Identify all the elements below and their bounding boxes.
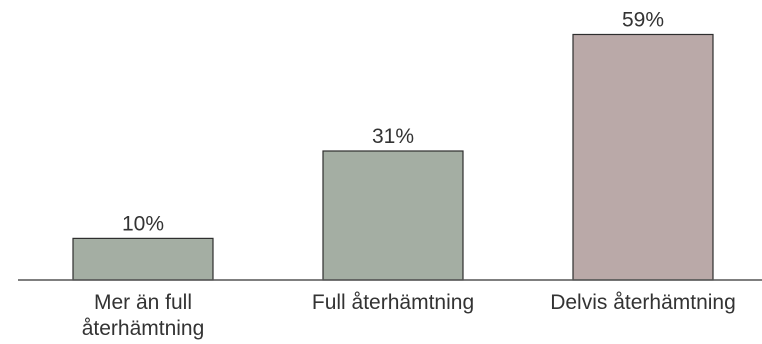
category-label-line: Mer än full bbox=[94, 291, 192, 314]
category-label-line: Full återhämtning bbox=[312, 291, 474, 314]
bar-2 bbox=[572, 33, 714, 281]
value-label-1: 31% bbox=[372, 125, 414, 148]
value-label-2: 59% bbox=[622, 8, 664, 31]
value-labels-layer: 10% 31% 59% bbox=[122, 8, 664, 235]
category-label-1: Full återhämtning bbox=[312, 291, 474, 314]
category-label-line: Delvis återhämtning bbox=[550, 291, 736, 314]
bars-layer bbox=[72, 33, 714, 281]
category-labels-layer: Mer än full återhämtning Full återhämtning… bbox=[82, 291, 736, 340]
category-label-2: Delvis återhämtning bbox=[550, 291, 736, 314]
bar-0 bbox=[72, 237, 214, 281]
category-label-0: Mer än full återhämtning bbox=[82, 291, 205, 340]
bar-1 bbox=[322, 150, 464, 281]
category-label-line: återhämtning bbox=[82, 317, 205, 340]
value-label-0: 10% bbox=[122, 212, 164, 235]
